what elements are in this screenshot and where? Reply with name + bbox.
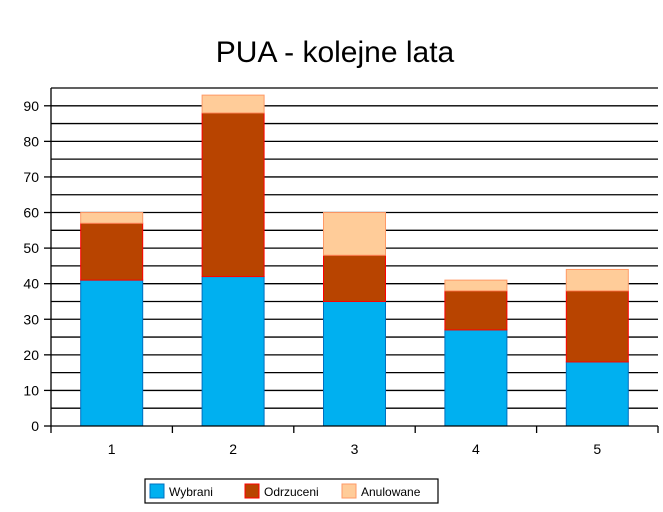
legend: Wybrani Odrzuceni Anulowane	[144, 478, 439, 504]
bar-anulowane-5	[565, 268, 629, 292]
bar-odrzuceni-1	[80, 222, 144, 281]
y-tick-label: 90	[23, 98, 39, 114]
bars	[80, 94, 629, 427]
y-tick-label: 60	[23, 205, 39, 221]
y-tick-label: 50	[23, 240, 39, 256]
x-tick-label: 1	[108, 441, 116, 457]
x-tick-label: 4	[472, 441, 480, 457]
y-tick-label: 80	[23, 133, 39, 149]
legend-label-anulowane: Anulowane	[361, 485, 421, 499]
axes	[44, 88, 659, 433]
gridlines	[51, 87, 658, 409]
y-tick-label: 0	[31, 418, 39, 434]
x-axis-ticks: 1 2 3 4 5	[108, 441, 602, 457]
bar-wybrani-5	[565, 361, 629, 427]
bar-anulowane-1	[80, 212, 144, 224]
bar-anulowane-2	[201, 94, 265, 114]
x-tick-label: 3	[351, 441, 359, 457]
y-tick-label: 30	[23, 311, 39, 327]
y-tick-label: 40	[23, 276, 39, 292]
legend-swatch-wybrani	[149, 483, 165, 499]
legend-label-odrzuceni: Odrzuceni	[264, 485, 319, 499]
x-tick-label: 5	[593, 441, 601, 457]
legend-label-wybrani: Wybrani	[169, 485, 213, 499]
bar-odrzuceni-5	[565, 290, 629, 363]
bar-anulowane-3	[323, 212, 386, 256]
bar-wybrani-2	[201, 276, 265, 427]
chart-title: PUA - kolejne lata	[216, 36, 455, 69]
bar-anulowane-4	[444, 279, 508, 292]
bar-wybrani-4	[444, 329, 508, 427]
x-tick-label: 2	[229, 441, 237, 457]
y-tick-label: 10	[23, 382, 39, 398]
legend-swatch-anulowane	[341, 483, 357, 499]
bar-wybrani-3	[323, 300, 386, 427]
bar-wybrani-1	[80, 279, 144, 427]
bar-odrzuceni-4	[444, 290, 508, 331]
legend-box	[144, 478, 439, 504]
bar-odrzuceni-3	[323, 254, 386, 302]
y-axis-ticks: 0 10 20 30 40 50 60 70 80 90	[23, 98, 39, 434]
y-tick-label: 20	[23, 347, 39, 363]
legend-swatch-odrzuceni	[244, 483, 260, 499]
bar-odrzuceni-2	[201, 112, 265, 278]
y-tick-label: 70	[23, 169, 39, 185]
